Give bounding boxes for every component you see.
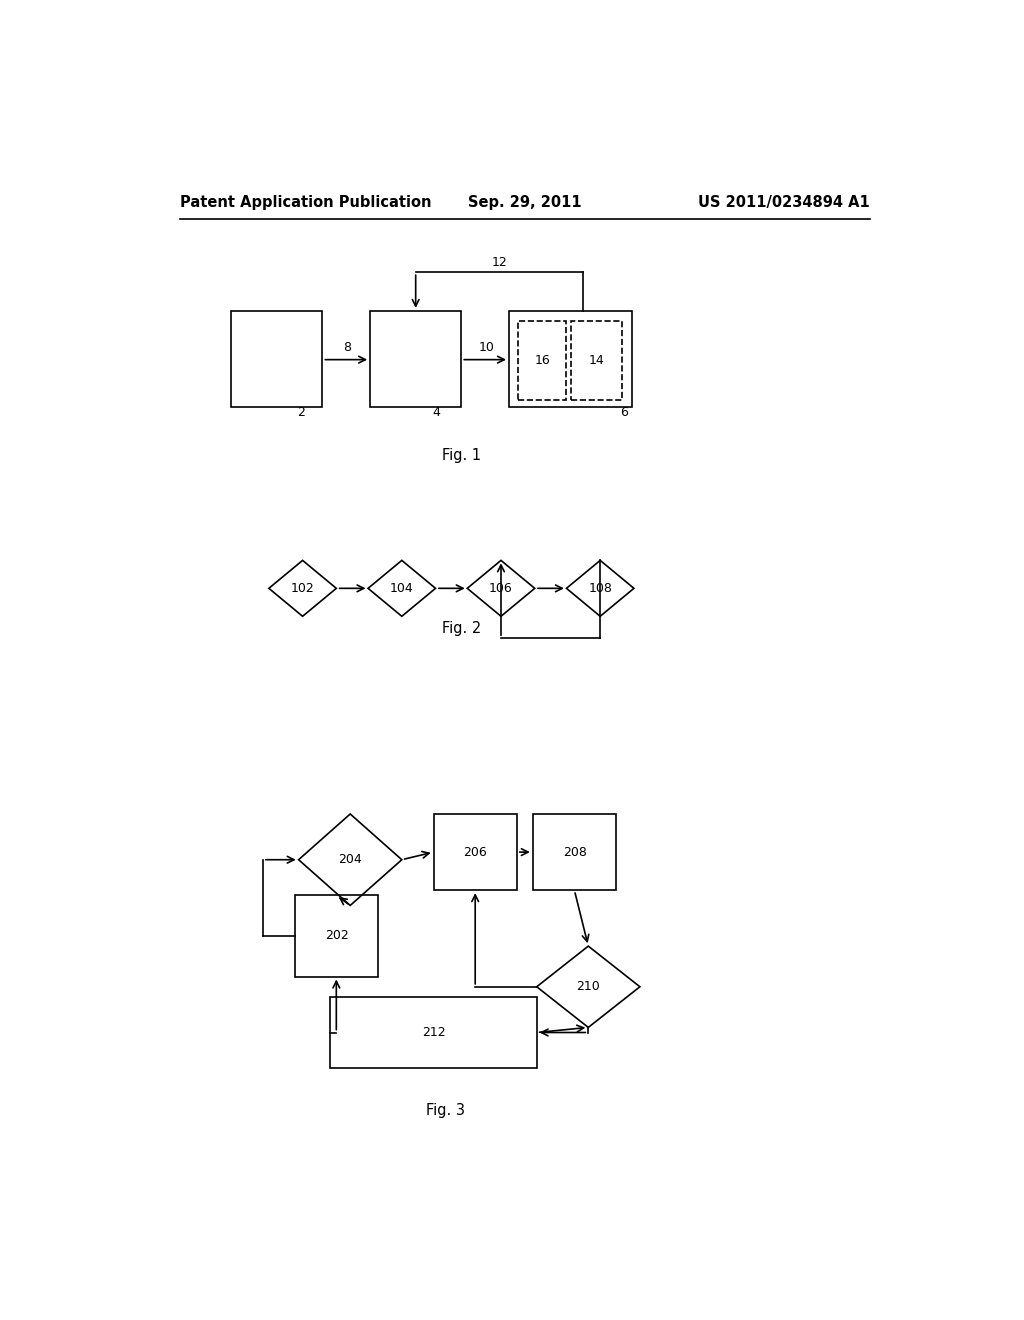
Text: Fig. 2: Fig. 2	[441, 622, 481, 636]
Text: 16: 16	[535, 354, 550, 367]
Bar	[570, 321, 623, 400]
Text: 6: 6	[621, 407, 628, 418]
Text: 104: 104	[390, 582, 414, 595]
Text: 108: 108	[588, 582, 612, 595]
Text: US 2011/0234894 A1: US 2011/0234894 A1	[698, 194, 870, 210]
Text: 210: 210	[577, 981, 600, 993]
Text: 14: 14	[589, 354, 604, 367]
Text: 4: 4	[432, 407, 440, 418]
Text: Sep. 29, 2011: Sep. 29, 2011	[468, 194, 582, 210]
Text: 12: 12	[492, 256, 507, 268]
Bar	[532, 814, 616, 890]
Text: 204: 204	[338, 853, 362, 866]
Text: 206: 206	[463, 846, 486, 859]
Bar	[518, 321, 566, 400]
Text: 102: 102	[291, 582, 314, 595]
Text: Patent Application Publication: Patent Application Publication	[179, 194, 431, 210]
Bar	[370, 312, 461, 408]
Text: Fig. 3: Fig. 3	[426, 1104, 465, 1118]
Bar	[433, 814, 517, 890]
Bar	[231, 312, 323, 408]
Text: 202: 202	[325, 929, 348, 942]
Text: 2: 2	[297, 407, 305, 418]
Text: 106: 106	[489, 582, 513, 595]
Bar	[331, 997, 537, 1068]
Bar	[295, 895, 378, 977]
Text: 208: 208	[563, 846, 587, 859]
Text: 8: 8	[343, 341, 351, 354]
Text: 212: 212	[422, 1026, 445, 1039]
Bar	[509, 312, 632, 408]
Text: Fig. 1: Fig. 1	[441, 447, 481, 463]
Text: 10: 10	[479, 341, 495, 354]
